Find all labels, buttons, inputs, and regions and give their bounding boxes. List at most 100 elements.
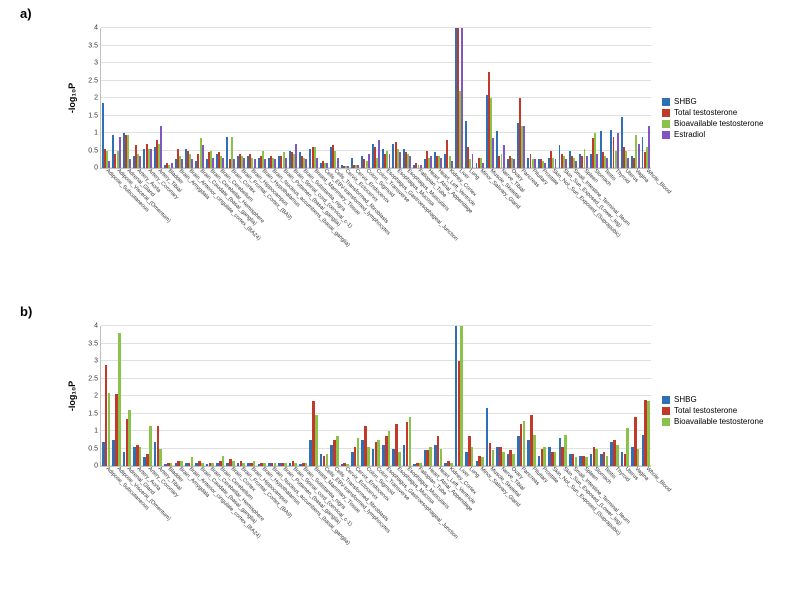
category-group: Ovary	[506, 326, 516, 466]
category-group: Fallopian_Tube	[412, 28, 422, 168]
category-group: Fallopian_Tube	[412, 326, 422, 466]
bar	[389, 154, 391, 168]
bar	[523, 126, 525, 168]
category-group: Liver	[454, 326, 464, 466]
category-group: Brain_Cortex	[226, 28, 236, 168]
category-group: Brain_Substantia_nigra	[298, 28, 308, 168]
bar	[305, 159, 307, 168]
category-group: Brain_Anterior_cingulate_cortex_(BA24)	[184, 28, 194, 168]
bar	[150, 149, 152, 168]
ytick-label: 0	[68, 463, 101, 470]
bar	[377, 440, 380, 466]
bar	[388, 431, 391, 466]
category-group: Adrenal_Gland	[122, 28, 132, 168]
legend-label: SHBG	[674, 97, 697, 106]
category-group: Adipose_Visceral_(Omentum)	[111, 28, 121, 168]
bar	[617, 133, 619, 168]
bar	[627, 158, 629, 169]
category-group: Whole_Blood	[641, 326, 651, 466]
category-group: Cells_EBV-transformed_lymphocytes	[319, 28, 329, 168]
category-group: Bladder	[163, 326, 173, 466]
bar	[492, 450, 495, 466]
category-group: Prostate	[537, 326, 547, 466]
legend-label: Total testosterone	[674, 108, 737, 117]
category-group: Esophagus_Gastroesophageal_Junction	[381, 28, 391, 168]
bar	[222, 158, 224, 169]
legend-item: Total testosterone	[662, 406, 792, 415]
bar	[315, 415, 318, 466]
category-group: Artery_Tibial	[153, 28, 163, 168]
category-group: Stomach	[589, 326, 599, 466]
bar	[326, 454, 329, 466]
category-group: Brain_Cerebellar_Hemisphere	[205, 326, 215, 466]
category-group: Brain_Hypothalamus	[257, 326, 267, 466]
category-group: Brain_Frontal_Cortex_(BA9)	[236, 326, 246, 466]
xtick-label: Whole_Blood	[644, 466, 671, 493]
bar	[222, 456, 225, 467]
category-group: Pancreas	[516, 28, 526, 168]
bar	[108, 393, 111, 467]
category-group: Skin_Not_Sun_Exposed_(Suprapubic)	[547, 28, 557, 168]
legend-b: SHBG Total testosterone Bioavailable testo…	[662, 393, 792, 428]
legend-item: Bioavailable testosterone	[662, 417, 792, 426]
ytick-label: 0.5	[68, 445, 101, 452]
category-group: Liver	[454, 28, 464, 168]
category-group: Heart_Atrial_Appendage	[423, 28, 433, 168]
legend-item: Bioavailable testosterone	[662, 119, 792, 128]
category-group: Brain_Nucleus_accumbens_(basal_ganglia)	[267, 326, 277, 466]
category-group: Muscle_Skeletal	[485, 326, 495, 466]
legend-item: SHBG	[662, 395, 792, 404]
legend-item: Estradiol	[662, 130, 792, 139]
panel-b-label: b)	[20, 304, 32, 319]
category-group: Cervix_Ectocervix	[340, 326, 350, 466]
category-group: Skin_Not_Sun_Exposed_(Suprapubic)	[547, 326, 557, 466]
legend-label: Estradiol	[674, 130, 705, 139]
bar	[606, 158, 608, 169]
bar	[440, 158, 442, 169]
bar	[586, 156, 588, 168]
bar	[212, 158, 214, 169]
category-group: Stomach	[589, 28, 599, 168]
category-group: Esophagus_Gastroesophageal_Junction	[381, 326, 391, 466]
category-group: Artery_Coronary	[143, 326, 153, 466]
ytick-label: 1.5	[68, 112, 101, 119]
category-group: Brain_Hypothalamus	[257, 28, 267, 168]
bar	[596, 154, 598, 168]
category-group: Whole_Blood	[641, 28, 651, 168]
bar	[471, 447, 474, 466]
legend-item: Total testosterone	[662, 108, 792, 117]
bar	[534, 159, 536, 168]
category-group: Colon_Transverse	[371, 28, 381, 168]
category-group: Cells_Transformed_fibroblasts	[329, 326, 339, 466]
plot-a: -log₁₀P Adipose_SubcutaneousAdipose_Visc…	[100, 28, 651, 169]
category-group: Spleen	[578, 326, 588, 466]
ytick-label: 3	[68, 60, 101, 67]
bar	[357, 438, 360, 466]
legend-label: Total testosterone	[674, 406, 737, 415]
legend-swatch	[662, 418, 670, 426]
category-group: Minor_Salivary_Gland	[475, 28, 485, 168]
category-group: Heart_Left_Ventricle	[433, 28, 443, 168]
category-group: Brain_Caudate_(basal_ganglia)	[194, 28, 204, 168]
category-group: Spleen	[578, 28, 588, 168]
bar	[378, 140, 380, 168]
ytick-label: 1	[68, 428, 101, 435]
ytick-label: 4	[68, 25, 101, 32]
bar	[638, 144, 640, 169]
category-group: Brain_Spinal_cord_(cervical_c-1)	[288, 28, 298, 168]
category-group: Pituitary	[526, 326, 536, 466]
category-group: Brain_Anterior_cingulate_cortex_(BA24)	[184, 326, 194, 466]
legend-swatch	[662, 407, 670, 415]
bar	[191, 159, 193, 168]
category-group: Pituitary	[526, 28, 536, 168]
category-group: Esophagus_Mucosa	[392, 326, 402, 466]
bar	[543, 447, 546, 466]
ytick-label: 4	[68, 323, 101, 330]
category-group: Kidney_Cortex	[443, 28, 453, 168]
category-group: Artery_Aorta	[132, 28, 142, 168]
bars-a: Adipose_SubcutaneousAdipose_Visceral_(Om…	[101, 28, 651, 168]
bar	[128, 410, 131, 466]
legend-swatch	[662, 131, 670, 139]
category-group: Brain_Frontal_Cortex_(BA9)	[236, 28, 246, 168]
ytick-label: 2.5	[68, 375, 101, 382]
